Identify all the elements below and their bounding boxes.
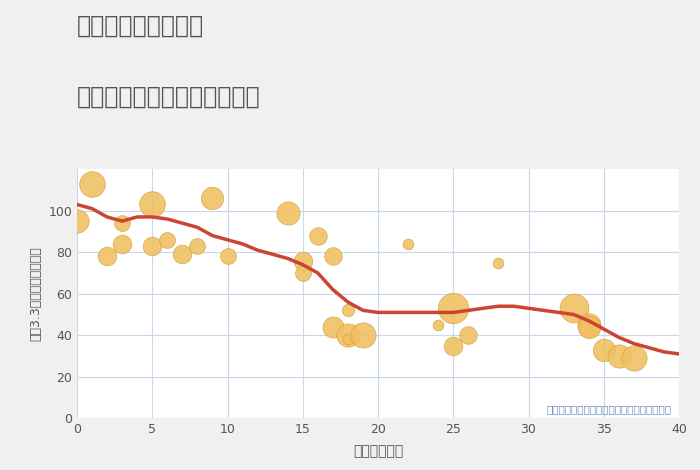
Point — [402, 240, 414, 248]
Point — [328, 323, 339, 331]
Point — [207, 195, 218, 202]
Point — [629, 354, 640, 362]
Point — [598, 346, 609, 353]
Point — [87, 180, 98, 188]
Text: 円の大きさは、取引のあった物件面積を示す: 円の大きさは、取引のあった物件面積を示す — [547, 404, 671, 414]
Y-axis label: 坪（3.3㎡）単価（万円）: 坪（3.3㎡）単価（万円） — [29, 246, 43, 341]
Point — [357, 331, 368, 339]
Point — [493, 259, 504, 266]
Point — [328, 253, 339, 260]
Point — [176, 251, 188, 258]
Point — [116, 219, 128, 227]
Point — [192, 242, 203, 250]
Point — [222, 253, 233, 260]
Point — [583, 323, 594, 331]
Point — [102, 253, 113, 260]
Point — [568, 305, 580, 312]
X-axis label: 築年数（年）: 築年数（年） — [353, 445, 403, 459]
Point — [613, 352, 624, 360]
Text: 築年数別中古マンション価格: 築年数別中古マンション価格 — [77, 85, 260, 109]
Point — [342, 306, 354, 314]
Point — [312, 232, 323, 239]
Point — [71, 217, 83, 225]
Point — [116, 240, 128, 248]
Point — [147, 201, 158, 208]
Point — [583, 321, 594, 329]
Point — [433, 321, 444, 329]
Point — [448, 305, 459, 312]
Point — [147, 242, 158, 250]
Point — [448, 342, 459, 349]
Point — [282, 209, 293, 217]
Text: 埼玉県桶川市五町台: 埼玉県桶川市五町台 — [77, 14, 204, 38]
Point — [297, 269, 308, 277]
Point — [342, 331, 354, 339]
Point — [162, 236, 173, 243]
Point — [297, 257, 308, 264]
Point — [342, 336, 354, 343]
Point — [463, 331, 474, 339]
